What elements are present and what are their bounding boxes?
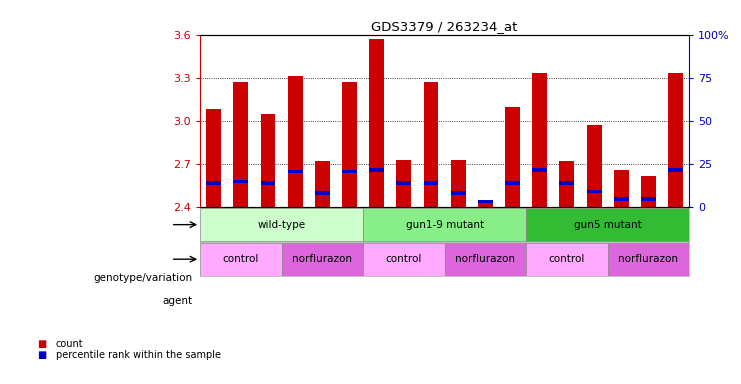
Bar: [451, 191, 465, 195]
Bar: [342, 170, 357, 173]
Bar: [532, 73, 547, 207]
Bar: [261, 181, 276, 185]
Bar: [505, 106, 520, 207]
Bar: [342, 82, 357, 207]
Bar: [668, 73, 683, 207]
Bar: [478, 200, 493, 204]
Bar: [614, 170, 628, 207]
Bar: [288, 76, 302, 207]
Bar: [532, 168, 547, 172]
Text: percentile rank within the sample: percentile rank within the sample: [56, 350, 221, 360]
Bar: [505, 181, 520, 185]
Bar: [451, 160, 465, 207]
Bar: [587, 125, 602, 207]
Bar: [641, 175, 656, 207]
Bar: [200, 243, 282, 276]
Bar: [369, 168, 384, 172]
Text: ■: ■: [37, 339, 46, 349]
Text: gun1-9 mutant: gun1-9 mutant: [405, 220, 484, 230]
Text: agent: agent: [162, 296, 193, 306]
Bar: [478, 203, 493, 207]
Text: control: control: [222, 254, 259, 264]
Bar: [282, 243, 363, 276]
Bar: [668, 168, 683, 172]
Bar: [261, 114, 276, 207]
Bar: [315, 161, 330, 207]
Bar: [363, 208, 526, 241]
Bar: [641, 197, 656, 200]
Bar: [526, 243, 608, 276]
Text: control: control: [385, 254, 422, 264]
Bar: [424, 82, 439, 207]
Text: norflurazon: norflurazon: [456, 254, 515, 264]
Text: count: count: [56, 339, 83, 349]
Bar: [233, 180, 248, 183]
Bar: [233, 82, 248, 207]
Bar: [200, 208, 363, 241]
Text: ■: ■: [37, 350, 46, 360]
Bar: [396, 160, 411, 207]
Bar: [614, 197, 628, 200]
Bar: [206, 109, 221, 207]
Text: gun5 mutant: gun5 mutant: [574, 220, 642, 230]
Bar: [424, 181, 439, 185]
Bar: [445, 243, 526, 276]
Text: wild-type: wild-type: [258, 220, 305, 230]
Bar: [363, 243, 445, 276]
Bar: [288, 170, 302, 173]
Bar: [608, 243, 689, 276]
Bar: [369, 39, 384, 207]
Text: norflurazon: norflurazon: [619, 254, 678, 264]
Bar: [396, 181, 411, 185]
Bar: [587, 190, 602, 193]
Bar: [315, 191, 330, 195]
Bar: [559, 161, 574, 207]
Bar: [526, 208, 689, 241]
Text: control: control: [548, 254, 585, 264]
Bar: [206, 181, 221, 185]
Bar: [559, 181, 574, 185]
Title: GDS3379 / 263234_at: GDS3379 / 263234_at: [371, 20, 518, 33]
Text: genotype/variation: genotype/variation: [93, 273, 193, 283]
Text: norflurazon: norflurazon: [293, 254, 352, 264]
